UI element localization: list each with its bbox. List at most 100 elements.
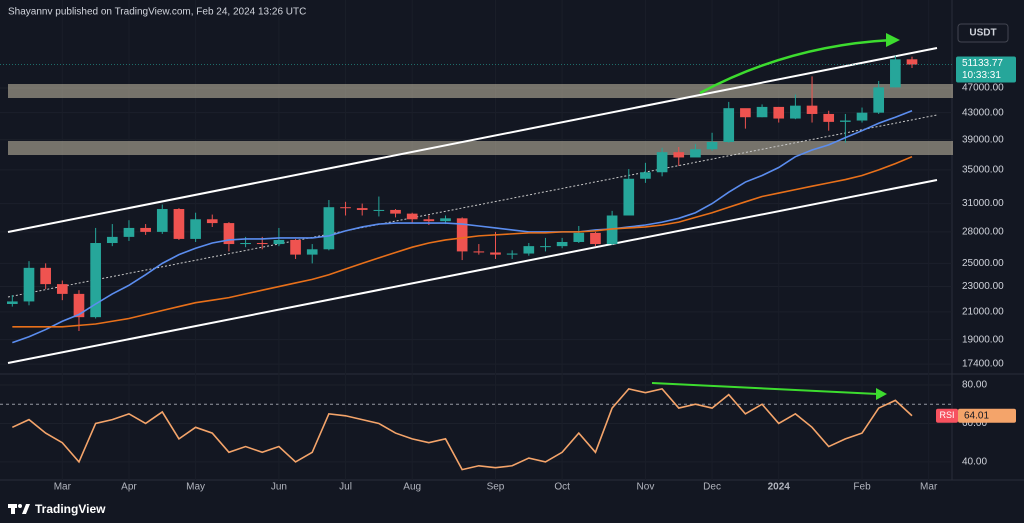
- candle-body: [706, 141, 718, 150]
- x-tick-label: Aug: [403, 482, 421, 493]
- x-tick-label: 2024: [768, 482, 791, 493]
- x-tick-label: Feb: [853, 482, 871, 493]
- moving-average: [12, 109, 913, 344]
- candle-body: [473, 251, 485, 253]
- support-zone: [8, 141, 953, 155]
- channel-upper: [7, 47, 938, 233]
- candle-body: [656, 152, 668, 173]
- candle-body: [523, 246, 535, 254]
- x-tick-label: May: [186, 482, 205, 493]
- x-tick-label: Nov: [637, 482, 655, 493]
- rsi-name-badge: [936, 408, 958, 423]
- x-tick-label: Mar: [920, 482, 938, 493]
- rsi-divergence-arrow: [651, 382, 879, 395]
- y-tick-label: 60.00: [962, 418, 987, 429]
- candle-body: [640, 172, 651, 179]
- candle-body: [573, 232, 585, 242]
- candle-body: [106, 236, 118, 244]
- candle-body: [673, 152, 685, 158]
- y-tick-label: 25000.00: [962, 258, 1004, 269]
- candle-body: [23, 267, 35, 302]
- candle-body: [123, 227, 135, 237]
- candle-body: [206, 219, 218, 224]
- candle-body: [373, 209, 385, 211]
- candle-body: [173, 209, 185, 239]
- y-tick-label: 31000.00: [962, 198, 1004, 209]
- x-tick-label: Apr: [121, 482, 137, 493]
- candle-body: [290, 239, 301, 255]
- candle-body: [6, 301, 18, 304]
- y-tick-label: 19000.00: [962, 334, 1004, 345]
- candle-body: [56, 284, 68, 294]
- candle-body: [40, 267, 51, 285]
- candle-body: [456, 218, 468, 252]
- candle-body: [756, 106, 768, 118]
- candle-body: [440, 218, 451, 222]
- candle-body: [873, 87, 885, 113]
- trend-arrow: [699, 38, 894, 95]
- candle-body: [790, 105, 801, 119]
- y-tick-label: 21000.00: [962, 306, 1004, 317]
- rsi-line: [11, 387, 913, 471]
- candle-body: [723, 108, 735, 142]
- candle-body: [823, 113, 835, 122]
- candle-body: [273, 239, 285, 245]
- last-price-label: 51133.77: [962, 58, 1003, 69]
- logo-part: [22, 504, 30, 514]
- candle-body: [890, 59, 901, 88]
- candle-body: [240, 243, 251, 245]
- candle-body: [556, 241, 568, 247]
- candle-body: [423, 219, 435, 222]
- y-tick-label: 40.00: [962, 457, 987, 468]
- y-tick-label: 39000.00: [962, 134, 1004, 145]
- trend-arrowhead: [886, 33, 900, 47]
- y-tick-label: 43000.00: [962, 107, 1004, 118]
- x-tick-label: Oct: [554, 482, 570, 493]
- candle-body: [406, 213, 418, 220]
- y-tick-label: 23000.00: [962, 281, 1004, 292]
- rsi-value-label: 64.01: [964, 410, 989, 421]
- candle-body: [856, 112, 868, 121]
- candle-body: [740, 108, 751, 118]
- candle-body: [806, 105, 818, 114]
- candle-body: [306, 249, 318, 255]
- logo-part: [18, 504, 22, 508]
- candle-body: [540, 246, 551, 248]
- footer-brand: TradingView: [35, 502, 106, 516]
- candle-body: [256, 243, 268, 245]
- currency-box: [957, 23, 1009, 43]
- candle-body: [156, 209, 168, 232]
- y-tick-label: 47000.00: [962, 83, 1004, 94]
- candle-body: [190, 219, 201, 239]
- candle-body: [323, 207, 335, 250]
- y-tick-label: 35000.00: [962, 165, 1004, 176]
- y-tick-label: 80.00: [962, 380, 987, 391]
- x-tick-label: Jun: [271, 482, 287, 493]
- rsi-value-badge: [958, 408, 1016, 423]
- candle-body: [90, 243, 101, 318]
- candle-body: [606, 215, 618, 245]
- y-tick-label: 17400.00: [962, 359, 1004, 370]
- candle-body: [506, 253, 518, 255]
- resistance-zone: [8, 84, 953, 98]
- header: Shayannv published on TradingView.com, F…: [8, 7, 306, 18]
- plot-area: [0, 55, 952, 471]
- candle-body: [356, 208, 368, 210]
- candle-body: [590, 232, 601, 245]
- countdown-label: 10:33:31: [962, 70, 1001, 81]
- x-tick-label: Dec: [703, 482, 721, 493]
- logo-part: [11, 504, 15, 514]
- candle-body: [690, 149, 701, 158]
- footer-logo: [8, 504, 30, 514]
- candle-body: [623, 178, 635, 216]
- x-tick-label: Jul: [339, 482, 352, 493]
- candle-body: [223, 223, 235, 245]
- rsi-divergence-arrowhead: [876, 388, 887, 400]
- candle-body: [73, 293, 85, 318]
- x-tick-label: Mar: [54, 482, 72, 493]
- candle-body: [773, 106, 785, 119]
- candle-body: [140, 227, 151, 232]
